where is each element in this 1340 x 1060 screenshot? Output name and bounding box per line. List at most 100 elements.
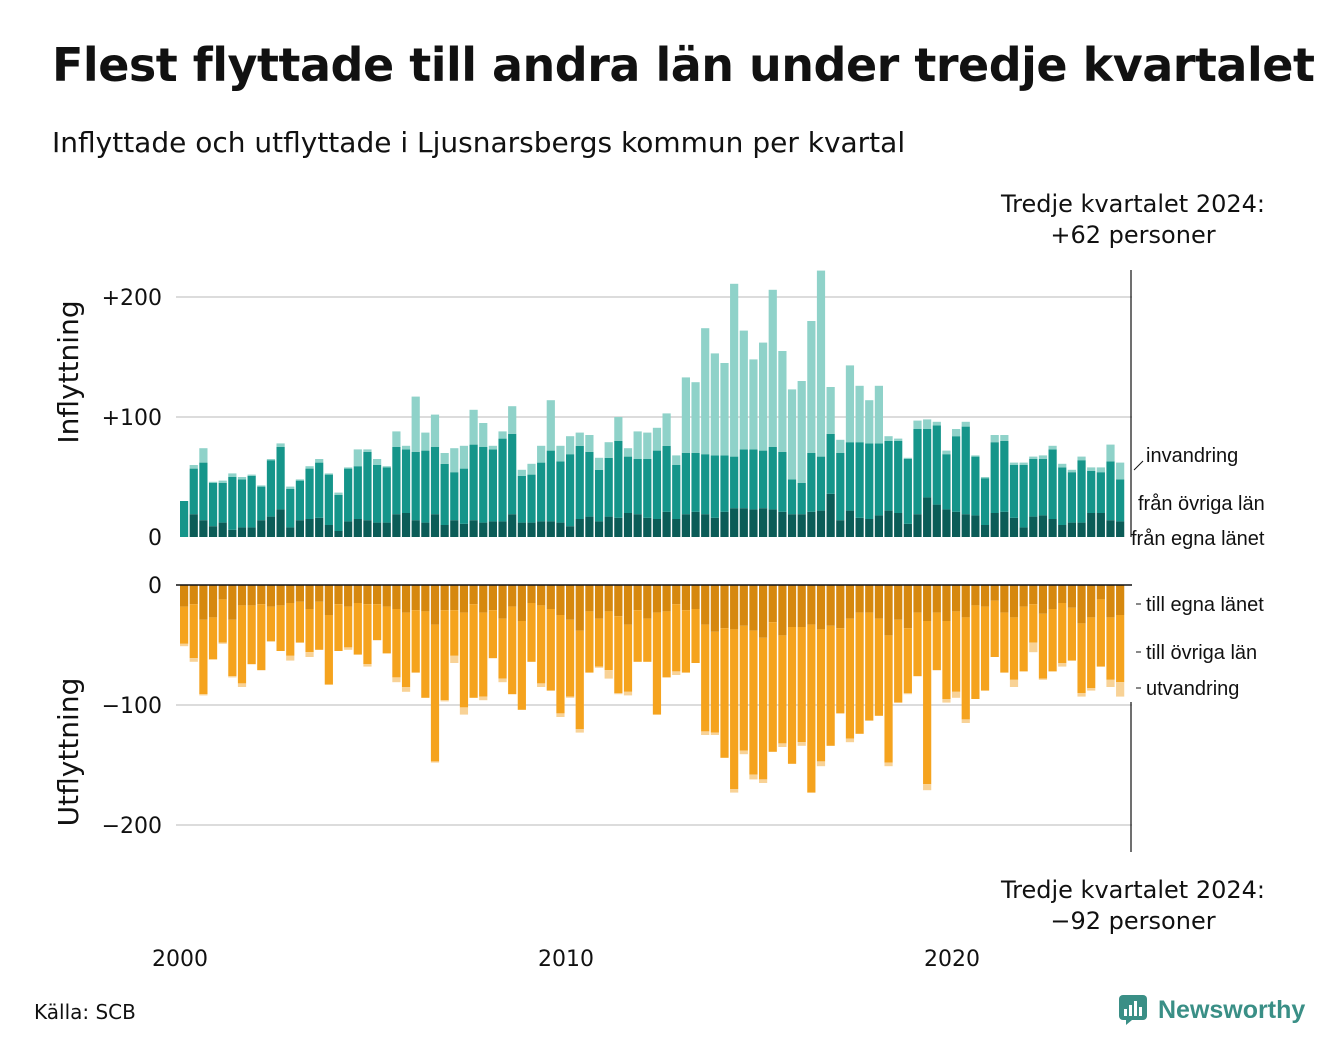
- bar-in-own: [942, 509, 951, 537]
- bar-out-other: [701, 624, 710, 732]
- bar-in-other: [932, 425, 941, 505]
- bar-in-other: [787, 479, 797, 515]
- bar-in-other: [286, 489, 295, 528]
- bar-out-own: [257, 585, 266, 605]
- bar-in-immig: [266, 459, 276, 461]
- bar-out-emig: [566, 696, 575, 698]
- outflow-bars: [180, 585, 1125, 793]
- bar-in-immig: [546, 400, 555, 451]
- bar-out-other: [392, 609, 401, 678]
- bar-out-own: [1058, 585, 1067, 603]
- bar-out-emig: [1009, 679, 1019, 687]
- bar-in-own: [546, 521, 555, 537]
- bar-in-other: [903, 459, 912, 524]
- bar-in-immig: [344, 467, 353, 469]
- bar-out-other: [942, 621, 951, 699]
- source-note: Källa: SCB: [34, 1000, 136, 1024]
- bar-out-own: [1038, 585, 1048, 614]
- bar-in-immig: [865, 400, 874, 444]
- bar-out-emig: [199, 694, 208, 696]
- bar-in-other: [980, 478, 990, 525]
- bar-in-own: [643, 517, 652, 537]
- bar-out-emig: [1116, 682, 1125, 697]
- bar-in-immig: [450, 448, 459, 473]
- bar-out-other: [855, 612, 864, 734]
- bar-in-immig: [527, 463, 536, 475]
- bar-in-own: [768, 509, 777, 537]
- chart-subtitle: Inflyttade och utflyttade i Ljusnarsberg…: [52, 126, 906, 159]
- bar-out-other: [826, 625, 835, 746]
- bar-in-immig: [421, 432, 430, 451]
- bar-in-other: [855, 442, 864, 518]
- bar-out-other: [305, 609, 314, 653]
- bar-out-own: [778, 585, 787, 636]
- bar-out-other: [1058, 603, 1067, 663]
- bar-out-other: [498, 618, 507, 679]
- bar-in-immig: [836, 439, 845, 453]
- bar-in-immig: [537, 445, 546, 463]
- bar-out-other: [778, 635, 787, 744]
- bar-out-emig: [459, 707, 469, 715]
- bar-in-other: [237, 479, 247, 528]
- bar-out-own: [189, 585, 198, 605]
- bar-out-emig: [180, 643, 189, 647]
- bar-out-own: [623, 585, 633, 625]
- bar-out-other: [566, 619, 575, 697]
- bar-in-other: [1000, 441, 1009, 512]
- bar-in-other: [942, 454, 951, 510]
- bar-in-immig: [208, 481, 218, 483]
- bar-in-own: [1029, 516, 1038, 537]
- bar-in-immig: [932, 421, 941, 426]
- bar-in-other: [276, 447, 285, 510]
- bar-in-immig: [768, 289, 777, 447]
- bar-out-own: [353, 585, 362, 603]
- bar-out-own: [884, 585, 893, 636]
- bar-in-immig: [459, 445, 469, 469]
- bar-in-other: [768, 447, 777, 510]
- bar-out-own: [759, 585, 768, 638]
- bar-out-other: [672, 604, 681, 672]
- bar-in-immig: [237, 477, 247, 480]
- newsworthy-icon: [1119, 995, 1147, 1025]
- bar-in-immig: [942, 450, 951, 455]
- bar-in-own: [353, 519, 362, 537]
- bar-out-own: [450, 585, 459, 611]
- bar-in-immig: [739, 330, 748, 450]
- bar-in-immig: [971, 455, 980, 457]
- bar-in-own: [952, 511, 961, 537]
- bar-out-emig: [672, 671, 681, 675]
- bar-in-other: [430, 447, 440, 515]
- bar-in-immig: [778, 351, 787, 452]
- bar-out-own: [1019, 585, 1028, 607]
- bar-out-emig: [575, 729, 584, 733]
- bar-in-other: [643, 459, 652, 518]
- bar-in-other: [218, 483, 227, 523]
- bar-out-emig: [1058, 663, 1067, 667]
- bar-in-own: [1077, 522, 1086, 537]
- bar-in-own: [1019, 527, 1028, 537]
- bar-in-other: [623, 456, 633, 513]
- bar-in-other: [778, 451, 787, 512]
- y-tick-out: −200: [102, 814, 162, 839]
- bar-in-other: [894, 441, 903, 513]
- gridlines: [176, 296, 1132, 826]
- y-axis-title-out: Utflyttning: [52, 678, 85, 827]
- bar-in-immig: [797, 381, 806, 483]
- bar-out-emig: [228, 676, 237, 678]
- bar-out-own: [1048, 585, 1057, 609]
- bar-out-other: [488, 610, 497, 659]
- bar-in-own: [363, 520, 372, 537]
- bar-in-own: [759, 508, 768, 537]
- bar-in-immig: [498, 431, 507, 439]
- bar-in-own: [691, 511, 700, 537]
- bar-in-own: [189, 514, 198, 537]
- bar-in-other: [594, 469, 604, 522]
- bar-out-other: [517, 621, 526, 710]
- y-tick-in: +200: [102, 286, 162, 311]
- bar-in-immig: [604, 442, 613, 458]
- bar-in-immig: [189, 465, 198, 469]
- bar-out-emig: [614, 693, 623, 695]
- bar-out-other: [730, 629, 739, 789]
- bar-out-own: [807, 585, 816, 625]
